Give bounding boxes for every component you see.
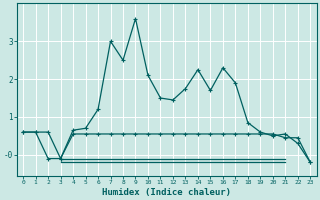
X-axis label: Humidex (Indice chaleur): Humidex (Indice chaleur): [102, 188, 231, 197]
